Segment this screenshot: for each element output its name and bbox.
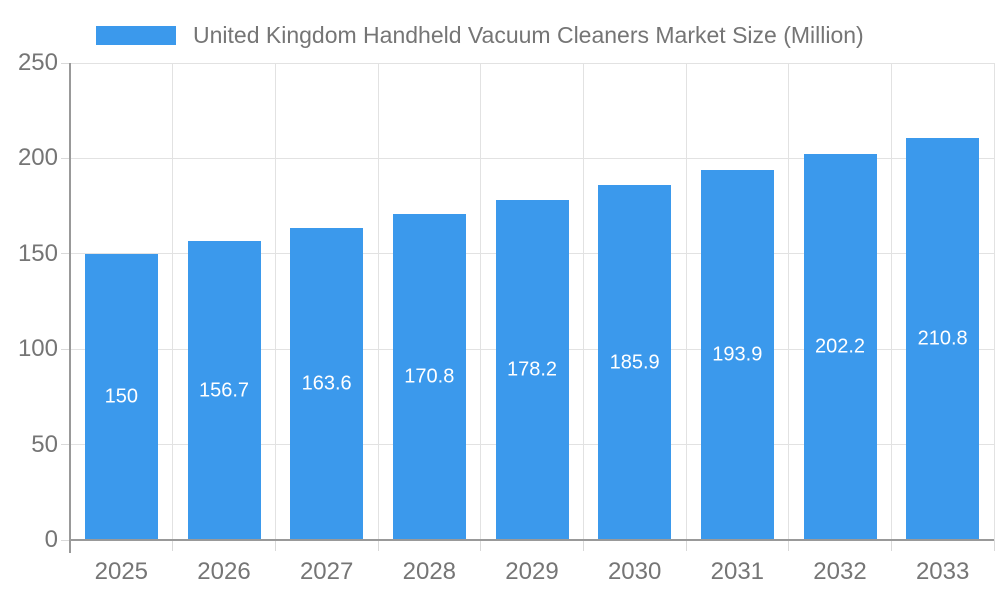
bar-value-label: 202.2: [814, 335, 866, 358]
bar[interactable]: 156.7: [187, 241, 261, 540]
bar-value-label: 210.8: [917, 327, 968, 350]
legend-label: United Kingdom Handheld Vacuum Cleaners …: [193, 22, 864, 48]
y-tick-label: 250: [17, 49, 58, 76]
legend-item[interactable]: United Kingdom Handheld Vacuum Cleaners …: [96, 24, 864, 47]
y-axis-tick: [61, 444, 70, 446]
x-axis-tick: [685, 540, 687, 551]
bar[interactable]: 178.2: [495, 200, 569, 540]
bar[interactable]: 185.9: [598, 185, 672, 540]
y-axis-tick: [61, 348, 70, 350]
gridline-vertical: [582, 63, 584, 540]
x-axis-tick: [274, 540, 276, 551]
gridline-vertical: [172, 63, 174, 540]
bar[interactable]: 202.2: [803, 154, 877, 540]
x-axis-tick: [582, 540, 584, 551]
bar[interactable]: 150: [84, 253, 158, 540]
x-axis-tick: [890, 540, 892, 551]
bar[interactable]: 170.8: [392, 214, 466, 540]
x-tick-label: 2030: [607, 558, 662, 585]
gridline-vertical: [890, 63, 892, 540]
gridline-vertical: [480, 63, 482, 540]
gridline-horizontal: [70, 62, 994, 64]
gridline-vertical: [993, 63, 995, 540]
bar-value-label: 156.7: [198, 379, 250, 402]
gridline-vertical: [685, 63, 687, 540]
bar[interactable]: 210.8: [906, 137, 980, 540]
bar[interactable]: 193.9: [700, 170, 774, 540]
gridline-vertical: [788, 63, 790, 540]
x-tick-label: 2031: [710, 558, 765, 585]
y-axis-tick: [61, 539, 70, 541]
bar-value-label: 193.9: [712, 343, 763, 366]
y-axis-tick: [61, 62, 70, 64]
x-axis-tick: [480, 540, 482, 551]
y-tick-label: 100: [17, 335, 58, 363]
x-axis-tick: [993, 540, 995, 551]
gridline-vertical: [377, 63, 379, 540]
bar-value-label: 178.2: [506, 358, 558, 381]
bar[interactable]: 163.6: [290, 227, 364, 540]
x-tick-label: 2028: [402, 558, 457, 585]
y-tick-label: 150: [17, 239, 58, 267]
x-tick-label: 2029: [505, 558, 559, 585]
y-tick-label: 50: [31, 430, 58, 458]
plot-area: 150 156.7 163.6 170.8 178.2 185.9 193.9 202.2 21…: [61, 62, 995, 553]
bar-value-label: 163.6: [301, 372, 352, 395]
y-axis-tick: [61, 157, 70, 159]
bar-value-label: 185.9: [609, 351, 660, 374]
x-tick-label: 2026: [197, 558, 251, 585]
x-tick-label: 2027: [299, 558, 354, 585]
x-axis-tick: [172, 540, 174, 551]
x-axis-line: [70, 539, 994, 541]
gridline-vertical: [274, 63, 276, 540]
gridline-horizontal: [70, 157, 994, 159]
y-tick-label: 200: [17, 144, 58, 172]
x-axis-tick: [377, 540, 379, 551]
y-axis-tick: [61, 253, 70, 255]
x-axis-tick: [788, 540, 790, 551]
bar-value-label: 170.8: [404, 365, 455, 388]
legend-swatch-icon: [96, 26, 176, 45]
x-tick-label: 2025: [94, 558, 149, 585]
y-axis-line: [69, 63, 71, 553]
x-tick-label: 2033: [915, 558, 970, 585]
x-tick-label: 2032: [813, 558, 867, 585]
y-tick-label: 0: [44, 526, 58, 553]
bar-value-label: 150: [104, 385, 139, 408]
